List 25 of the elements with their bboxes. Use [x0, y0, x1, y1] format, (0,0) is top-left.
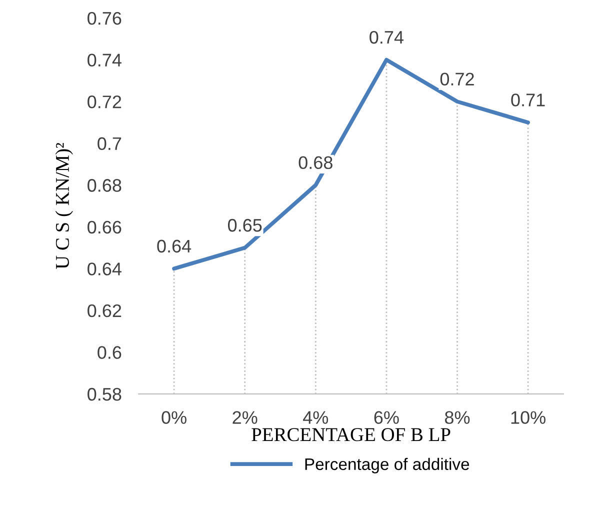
y-tick-label: 0.66	[88, 220, 122, 234]
y-tick-label: 0.68	[88, 179, 122, 192]
x-tick-label: 10%	[511, 411, 546, 424]
y-tick-label: 0.74	[88, 54, 122, 67]
y-tick-label: 0.7	[98, 137, 122, 150]
y-tick-label: 0.64	[88, 262, 122, 276]
x-tick-label: 6%	[374, 411, 399, 424]
data-label: 0.64	[157, 240, 192, 253]
x-tick-label: 4%	[303, 411, 328, 424]
y-tick-label: 0.6	[98, 346, 122, 359]
x-tick-label: 8%	[444, 411, 470, 424]
x-axis-title: PERCENTAGE OF B LP	[252, 428, 450, 442]
data-label: 0.68	[298, 156, 332, 170]
x-tick-label: 0%	[162, 411, 186, 424]
y-tick-label: 0.72	[88, 96, 122, 108]
y-tick-label: 0.62	[88, 304, 122, 318]
y-tick-label: 0.58	[88, 388, 122, 401]
data-label: 0.71	[511, 94, 545, 106]
x-tick-label: 2%	[232, 411, 258, 424]
y-tick-label: 0.76	[88, 12, 122, 25]
data-label: 0.65	[228, 218, 262, 232]
data-label: 0.72	[440, 72, 474, 86]
legend-label: Percentage of additive	[305, 458, 470, 474]
data-label: 0.74	[370, 30, 404, 44]
y-axis-title: U C S ( KN/M)²	[55, 143, 73, 270]
